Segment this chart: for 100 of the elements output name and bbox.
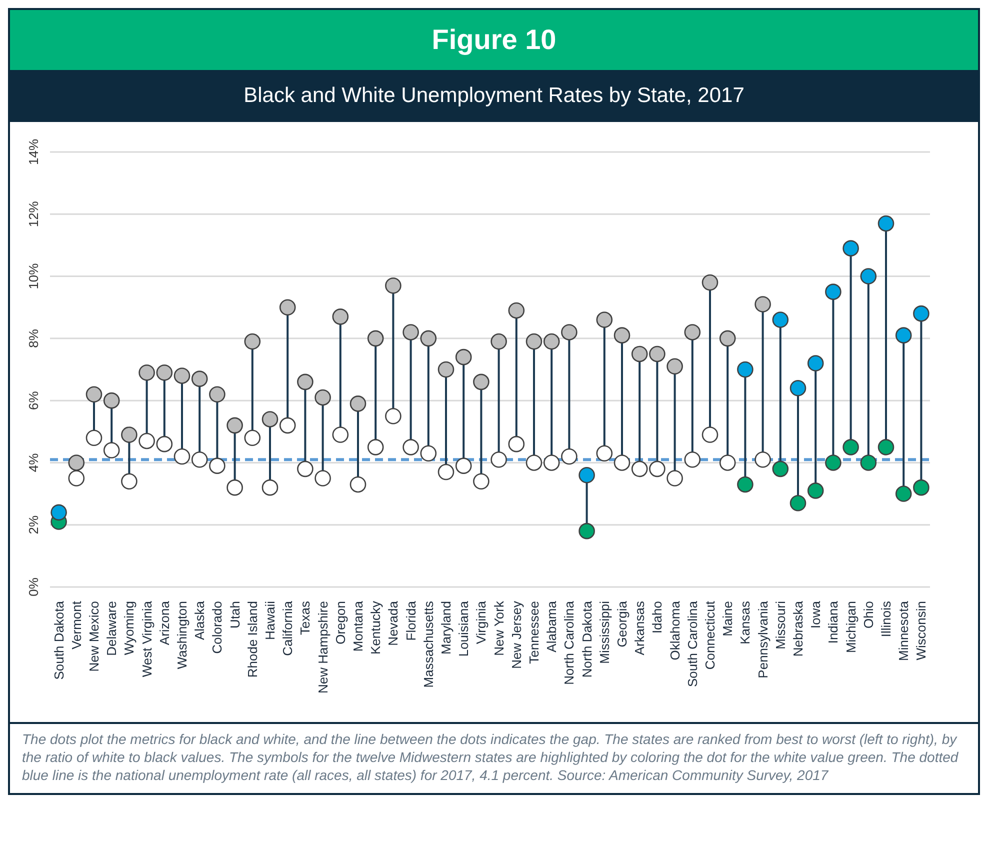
point — [86, 386, 102, 403]
point — [350, 396, 366, 412]
x-tick-label: Kansas — [738, 600, 753, 644]
point — [350, 476, 366, 493]
point — [438, 361, 454, 378]
x-tick-label: Iowa — [808, 600, 824, 628]
point — [490, 333, 507, 350]
point — [473, 473, 490, 490]
y-tick-label: 8% — [26, 328, 41, 348]
x-tick-label: Rhode Island — [244, 601, 260, 678]
point — [913, 479, 930, 496]
point — [455, 348, 472, 366]
x-tick-label: Ohio — [860, 601, 876, 628]
point — [842, 240, 859, 256]
point — [596, 312, 613, 328]
point — [631, 346, 648, 362]
point — [825, 454, 842, 471]
point — [209, 458, 226, 474]
x-tick-label: Massachusetts — [420, 600, 436, 688]
point — [754, 296, 771, 312]
x-tick-label: Arkansas — [632, 600, 648, 656]
point — [825, 284, 842, 300]
point — [895, 327, 912, 344]
x-tick-label: Missouri — [772, 600, 788, 650]
x-tick-label: Oregon — [332, 601, 348, 644]
point — [297, 374, 314, 390]
x-tick-label: South Dakota — [51, 600, 66, 680]
point — [561, 448, 578, 465]
point — [86, 430, 102, 446]
point — [174, 448, 190, 465]
x-tick-label: Maine — [720, 601, 736, 636]
point — [226, 479, 243, 496]
point — [244, 430, 261, 446]
y-tick-label: 0% — [26, 577, 41, 596]
x-tick-label: Michigan — [843, 601, 858, 654]
point — [737, 476, 754, 493]
x-tick-label: Georgia — [614, 600, 630, 648]
point — [526, 454, 542, 471]
point — [367, 439, 384, 456]
x-tick-label: Illinois — [878, 600, 894, 638]
point — [526, 333, 542, 350]
x-tick-label: New Hampshire — [315, 601, 330, 694]
x-tick-label: Maryland — [438, 601, 454, 654]
x-tick-label: Alaska — [192, 600, 208, 640]
point — [772, 460, 789, 478]
x-tick-label: Connecticut — [702, 600, 718, 670]
x-tick-label: West Virginia — [139, 600, 154, 678]
point — [878, 439, 894, 456]
point — [121, 426, 138, 443]
point — [420, 330, 437, 347]
point — [279, 299, 296, 316]
point — [402, 439, 419, 456]
point — [332, 308, 349, 325]
point — [790, 380, 806, 396]
point — [297, 460, 314, 478]
point — [807, 482, 824, 499]
point — [631, 460, 648, 478]
point — [719, 454, 736, 471]
point — [490, 451, 507, 468]
point — [543, 454, 560, 471]
point — [508, 302, 525, 319]
point — [420, 445, 437, 462]
point — [737, 361, 754, 378]
point — [473, 374, 490, 390]
chart-title: Figure 10 — [10, 10, 978, 70]
point — [702, 274, 718, 291]
point — [103, 392, 120, 409]
x-tick-label: Arizona — [156, 600, 172, 646]
point — [913, 305, 930, 322]
x-tick-label: Colorado — [210, 601, 225, 654]
x-tick-label: Hawaii — [262, 600, 278, 640]
point — [244, 333, 261, 350]
point — [895, 486, 912, 502]
point — [455, 458, 472, 474]
point — [596, 445, 613, 462]
x-tick-label: Utah — [227, 601, 242, 628]
point — [578, 522, 595, 540]
x-tick-label: Alabama — [544, 600, 560, 652]
point — [719, 330, 736, 347]
point — [772, 312, 789, 328]
point — [138, 432, 155, 450]
point — [578, 466, 595, 484]
point — [314, 389, 331, 406]
point — [50, 504, 67, 521]
y-tick-label: 6% — [26, 390, 41, 410]
point — [174, 368, 190, 384]
point — [438, 464, 454, 480]
point — [385, 277, 402, 294]
point — [262, 411, 278, 428]
point — [684, 451, 701, 468]
point — [402, 324, 419, 340]
point — [121, 473, 138, 490]
x-tick-label: Louisiana — [456, 600, 472, 657]
y-tick-label: 14% — [26, 138, 41, 166]
point — [649, 346, 666, 362]
point — [807, 355, 824, 372]
y-tick-label: 10% — [26, 262, 41, 290]
point — [191, 370, 208, 387]
point — [878, 215, 894, 232]
x-tick-label: Wyoming — [122, 601, 137, 656]
